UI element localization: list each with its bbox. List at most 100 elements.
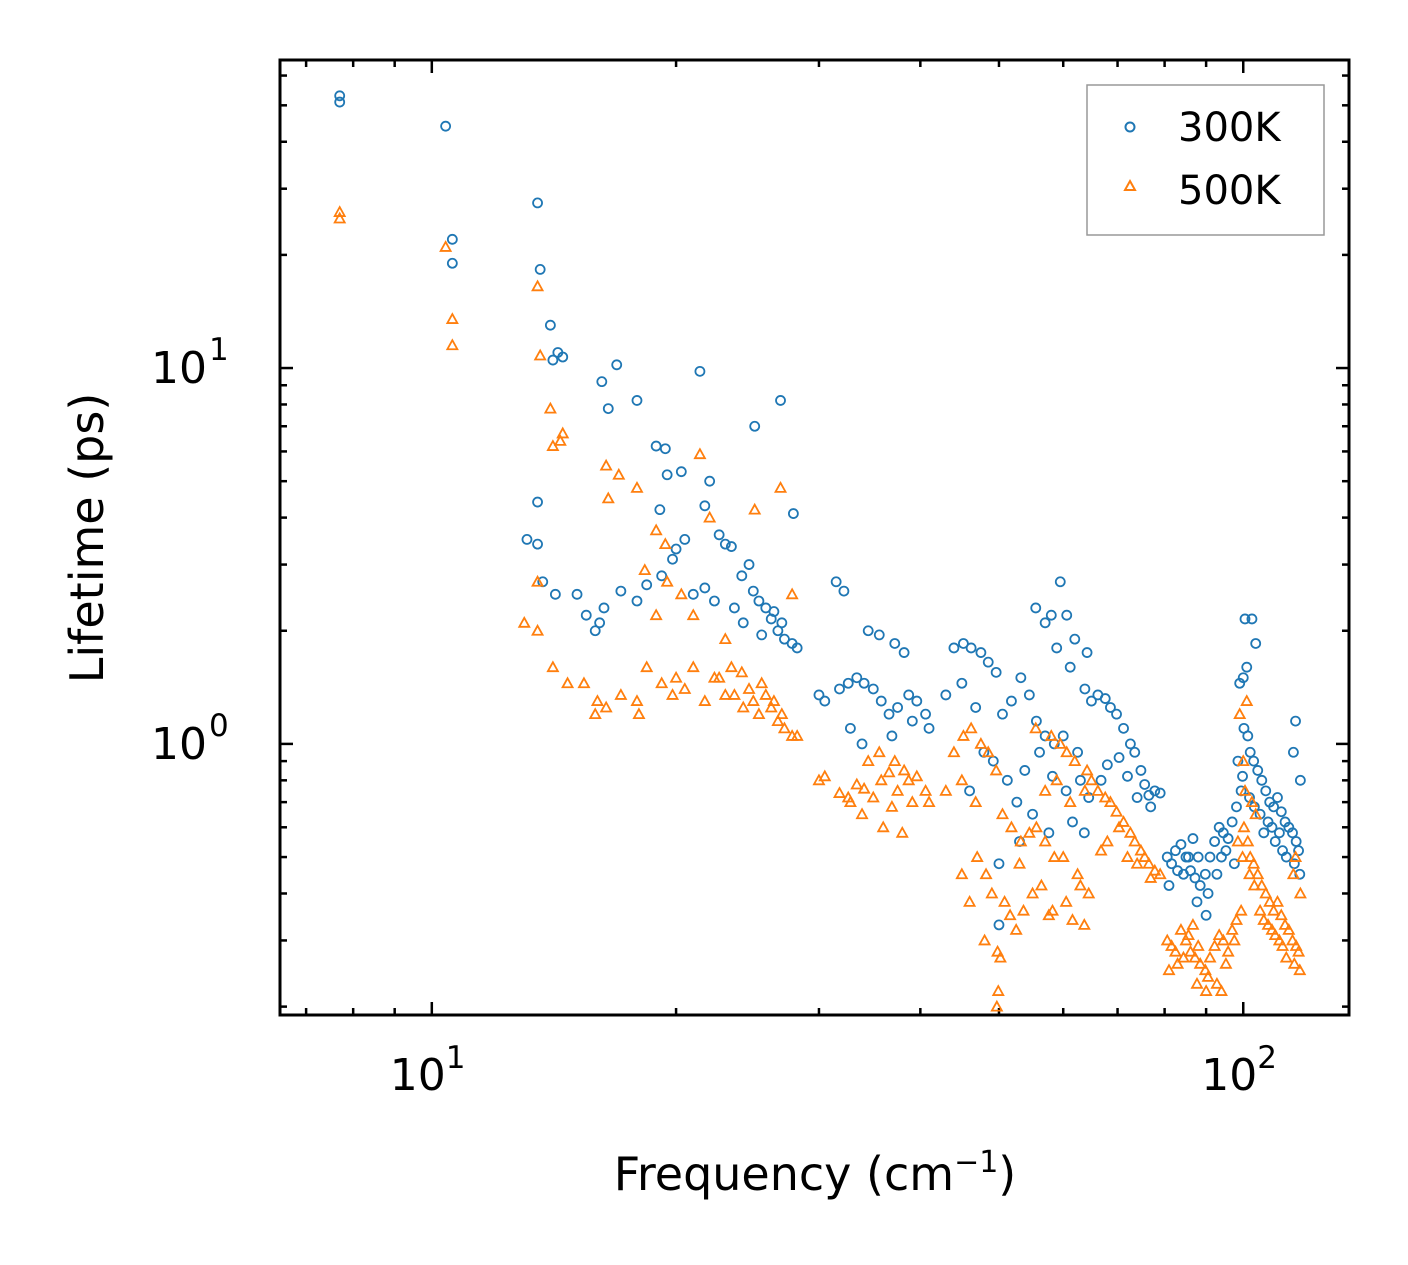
point-500k xyxy=(712,670,726,683)
point-500k xyxy=(1148,863,1162,876)
point-300k xyxy=(813,689,825,701)
y-tick-label: 10 xyxy=(151,719,207,770)
point-500k xyxy=(1293,963,1307,976)
point-300k xyxy=(659,443,671,455)
point-300k xyxy=(834,683,845,695)
point-500k xyxy=(736,700,750,713)
point-300k xyxy=(1204,851,1216,863)
point-500k xyxy=(1165,939,1179,951)
point-500k xyxy=(985,886,999,899)
point-300k xyxy=(1216,851,1227,863)
point-500k xyxy=(1012,856,1027,869)
point-500k xyxy=(1029,721,1043,734)
point-500k xyxy=(939,784,953,796)
point-500k xyxy=(1138,850,1152,862)
point-300k xyxy=(920,708,931,720)
point-500k xyxy=(531,574,545,587)
point-500k xyxy=(1142,856,1156,869)
point-300k xyxy=(1011,796,1023,808)
point-300k xyxy=(1290,836,1302,847)
point-500k xyxy=(1059,894,1073,907)
point-300k xyxy=(1015,672,1027,684)
point-300k xyxy=(699,500,711,512)
point-300k xyxy=(594,617,606,629)
point-500k xyxy=(963,894,977,907)
point-300k xyxy=(656,570,668,582)
point-500k xyxy=(855,807,869,820)
point-500k xyxy=(577,676,591,689)
point-500k xyxy=(638,563,652,576)
point-500k xyxy=(1267,903,1281,916)
point-500k xyxy=(1009,923,1023,935)
point-300k xyxy=(1241,661,1253,673)
point-500k xyxy=(891,784,905,796)
point-500k xyxy=(1016,903,1031,916)
point-500k xyxy=(1123,825,1137,838)
point-500k xyxy=(1117,815,1131,827)
point-300k xyxy=(993,919,1005,931)
point-300k xyxy=(1057,730,1069,742)
point-300k xyxy=(1101,759,1113,771)
legend-marker-500k xyxy=(1123,178,1137,191)
point-300k xyxy=(787,508,799,519)
point-300k xyxy=(886,730,898,742)
point-500k xyxy=(1245,795,1259,808)
point-500k xyxy=(1183,944,1198,957)
point-300k xyxy=(1228,858,1240,870)
point-500k xyxy=(991,984,1005,996)
point-500k xyxy=(922,795,936,808)
point-500k xyxy=(981,745,995,758)
point-500k xyxy=(599,458,613,471)
point-500k xyxy=(649,523,663,536)
point-500k xyxy=(1181,928,1195,940)
point-500k xyxy=(439,240,453,252)
point-500k xyxy=(1188,950,1202,963)
point-500k xyxy=(1034,878,1048,891)
point-500k xyxy=(1221,944,1235,957)
point-300k xyxy=(650,440,662,452)
point-500k xyxy=(703,510,717,523)
point-500k xyxy=(978,933,992,946)
point-300k xyxy=(1293,845,1304,857)
point-300k xyxy=(1200,909,1212,921)
point-500k xyxy=(1292,944,1306,957)
point-500k xyxy=(1243,867,1257,880)
point-300k xyxy=(532,538,543,550)
point-500k xyxy=(735,665,749,678)
point-300k xyxy=(923,722,935,734)
point-500k xyxy=(1229,913,1244,925)
point-500k xyxy=(818,769,832,782)
point-300k xyxy=(776,617,788,629)
point-500k xyxy=(1201,970,1215,982)
point-300k xyxy=(687,588,699,600)
point-300k xyxy=(990,666,1002,678)
point-300k xyxy=(889,638,901,649)
point-500k xyxy=(1176,950,1190,963)
point-300k xyxy=(1006,695,1017,707)
x-axis-title: Frequency (cm−1) xyxy=(614,1145,1017,1201)
point-500k xyxy=(1004,820,1018,833)
point-300k xyxy=(1163,880,1175,891)
point-300k xyxy=(1081,647,1093,658)
point-500k xyxy=(632,707,646,720)
point-500k xyxy=(1293,886,1307,899)
point-500k xyxy=(1234,903,1248,916)
y-tick-label-exponent: 0 xyxy=(209,708,229,744)
point-500k xyxy=(1078,784,1092,796)
point-300k xyxy=(736,570,748,582)
point-500k xyxy=(1160,933,1174,946)
point-300k xyxy=(1027,808,1038,820)
point-300k xyxy=(1149,785,1161,797)
point-500k xyxy=(1289,850,1303,862)
point-300k xyxy=(791,642,803,654)
point-500k xyxy=(885,800,899,812)
point-300k xyxy=(726,541,737,552)
point-300k xyxy=(768,606,780,617)
point-500k xyxy=(998,894,1012,907)
point-500k xyxy=(1231,834,1245,847)
point-500k xyxy=(1198,963,1212,976)
point-500k xyxy=(1029,820,1043,833)
point-300k xyxy=(334,96,346,108)
point-500k xyxy=(1270,894,1284,907)
point-300k xyxy=(1086,695,1097,707)
